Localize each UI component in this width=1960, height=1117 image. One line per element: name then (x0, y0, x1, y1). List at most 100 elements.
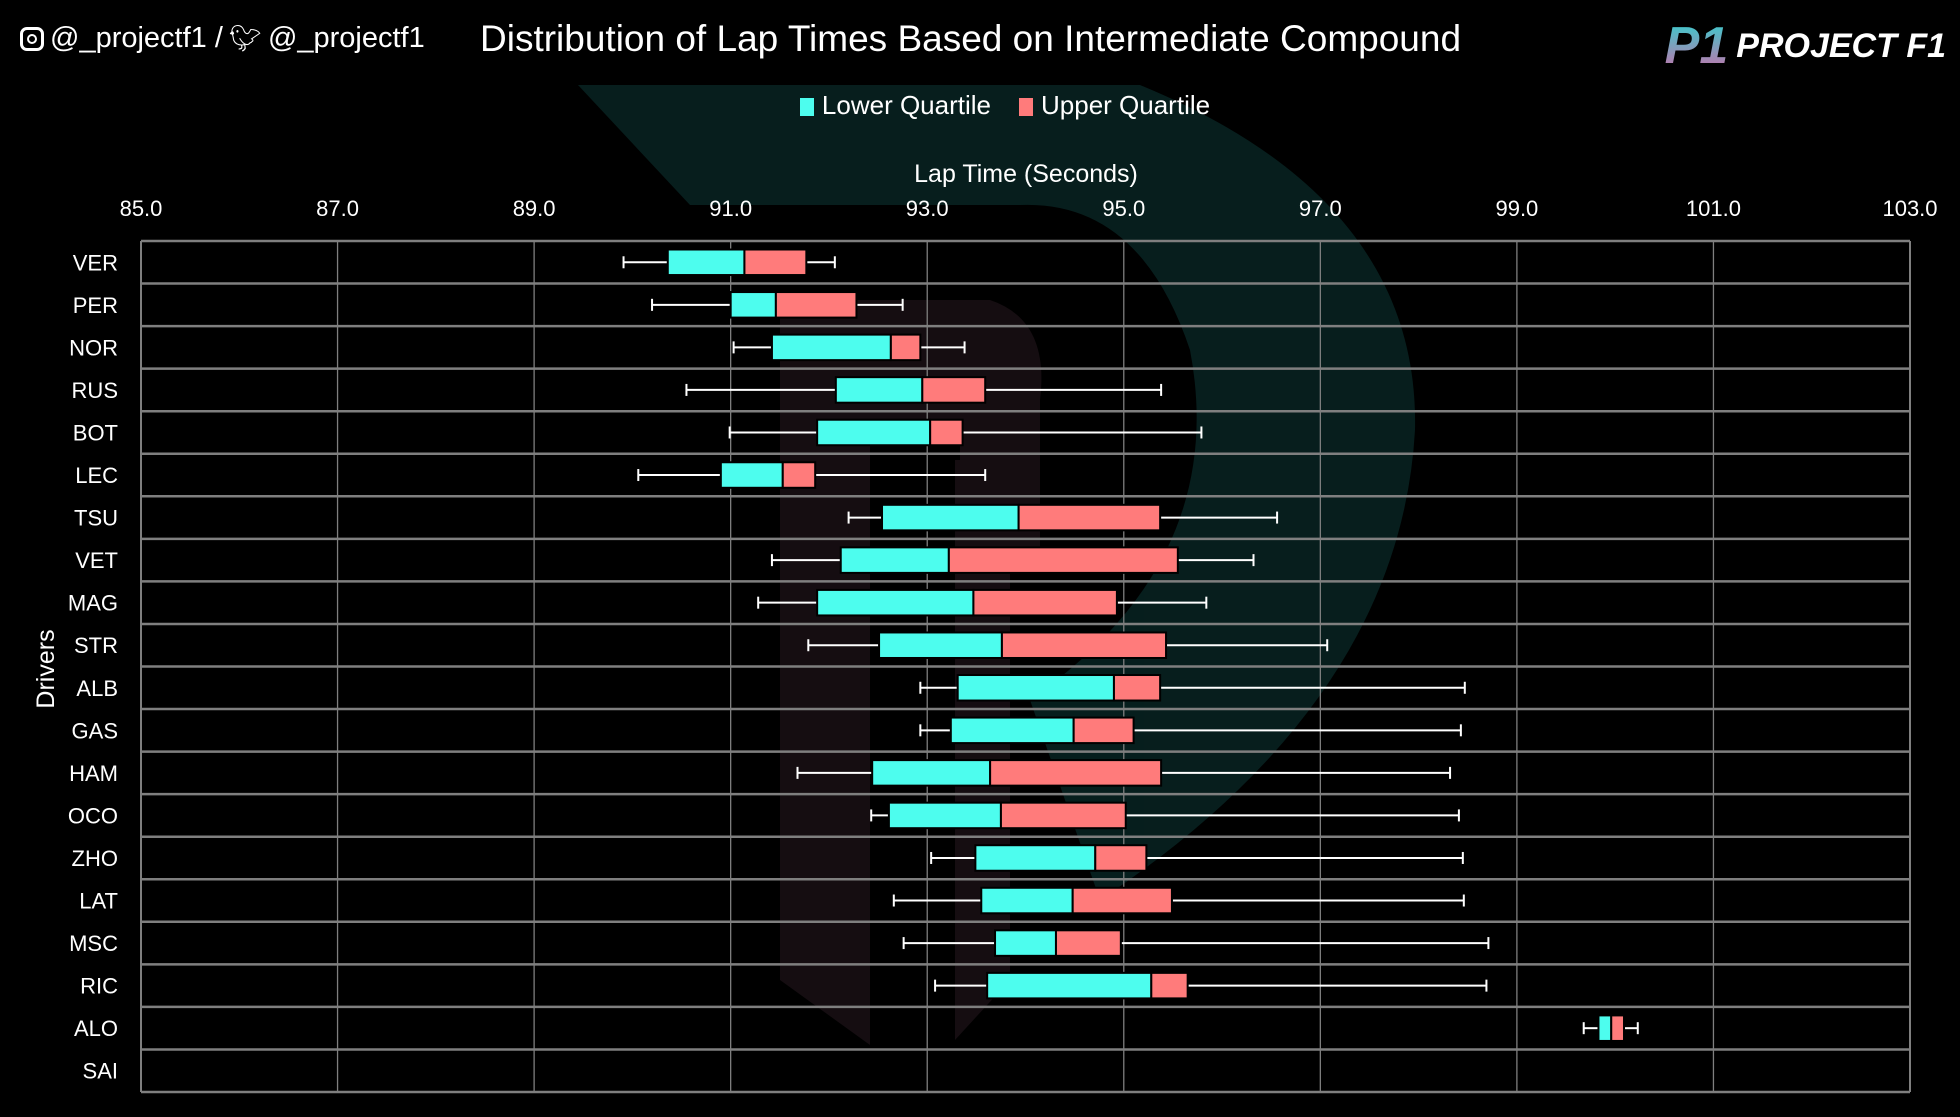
instagram-handle[interactable]: @_projectf1 / (50, 22, 223, 54)
x-tick-label: 97.0 (1299, 196, 1342, 221)
y-tick-label-bot: BOT (73, 420, 118, 445)
y-tick-label-str: STR (74, 633, 118, 658)
y-tick-label-mag: MAG (68, 591, 118, 616)
upper-quartile-box (1112, 674, 1162, 702)
upper-quartile-box (1150, 971, 1189, 1000)
box-str (807, 631, 1329, 659)
box-mag (757, 588, 1208, 617)
lower-quartile-box (666, 248, 746, 277)
upper-quartile-box (929, 418, 964, 447)
lower-quartile-box (986, 971, 1153, 1000)
box-zho (930, 844, 1464, 872)
box-bot (728, 418, 1203, 447)
upper-quartile-box (972, 588, 1118, 617)
box-oco (870, 801, 1460, 830)
box-per (651, 291, 904, 319)
y-tick-label-tsu: TSU (74, 506, 118, 531)
x-tick-label: 89.0 (513, 196, 556, 221)
y-tick-label-alo: ALO (74, 1016, 118, 1041)
box-ver (622, 248, 836, 277)
upper-quartile-box (1094, 844, 1148, 872)
x-axis-title: Lap Time (Seconds) (914, 160, 1138, 188)
twitter-icon: 🐦︎ (228, 23, 262, 53)
upper-quartile-box (1072, 716, 1135, 745)
y-tick-label-lat: LAT (79, 889, 118, 914)
legend-item-upper-quartile: Upper Quartile (1019, 90, 1210, 121)
y-tick-label-lec: LEC (75, 463, 118, 488)
box-ric (934, 971, 1488, 1000)
legend-swatch-upper (1019, 98, 1033, 116)
x-tick-label: 87.0 (316, 196, 359, 221)
lower-quartile-box (887, 801, 1002, 830)
lower-quartile-box (974, 844, 1097, 872)
lower-quartile-box (729, 291, 777, 319)
y-tick-label-per: PER (73, 293, 118, 318)
box-rus (685, 376, 1163, 404)
y-tick-label-ver: VER (73, 250, 118, 275)
x-tick-label: 91.0 (709, 196, 752, 221)
instagram-icon (20, 26, 44, 51)
project-f1-logo: P1 PROJECT F1 (1665, 16, 1946, 76)
upper-quartile-box (781, 461, 817, 489)
legend-label: Upper Quartile (1041, 90, 1211, 120)
x-tick-label: 85.0 (120, 196, 163, 221)
twitter-handle[interactable]: @_projectf1 (267, 22, 425, 54)
y-tick-label-oco: OCO (68, 803, 118, 828)
x-tick-label: 99.0 (1495, 196, 1538, 221)
box-gas (919, 716, 1462, 745)
upper-quartile-box (947, 546, 1179, 574)
y-tick-label-msc: MSC (69, 931, 118, 956)
social-handles: @_projectf1 / 🐦︎ @_projectf1 (20, 22, 425, 55)
legend-swatch-lower (799, 98, 814, 116)
lower-quartile-box (994, 929, 1057, 957)
lower-quartile-box (949, 716, 1075, 745)
lower-quartile-box (816, 588, 975, 617)
x-tick-label: 103.0 (1882, 196, 1937, 221)
upper-quartile-box (889, 333, 922, 362)
upper-quartile-box (921, 376, 987, 404)
box-lat (892, 886, 1465, 915)
lower-quartile-box (719, 461, 784, 489)
upper-quartile-box (743, 248, 808, 277)
legend-item-lower-quartile: Lower Quartile (799, 90, 991, 121)
chart-title: Distribution of Lap Times Based on Inter… (480, 18, 1462, 59)
lower-quartile-box (878, 631, 1003, 659)
lower-quartile-box (816, 418, 932, 447)
lower-quartile-box (980, 886, 1074, 915)
legend-label: Lower Quartile (821, 90, 991, 120)
logo-mark: P1 (1664, 17, 1729, 75)
y-tick-label-rus: RUS (72, 378, 118, 403)
legend: Lower Quartile Upper Quartile (0, 90, 1960, 121)
box-lec (637, 461, 987, 489)
lower-quartile-box (770, 333, 892, 362)
lower-quartile-box (839, 546, 950, 574)
upper-quartile-box (1000, 631, 1168, 659)
box-msc (902, 929, 1490, 957)
y-tick-label-alb: ALB (76, 676, 118, 701)
box-nor (732, 333, 966, 362)
upper-quartile-box (1054, 929, 1122, 957)
y-tick-label-nor: NOR (69, 335, 118, 360)
lower-quartile-box (881, 503, 1020, 532)
x-tick-label: 95.0 (1102, 196, 1145, 221)
y-tick-label-gas: GAS (72, 718, 118, 743)
box-tsu (847, 503, 1279, 532)
y-tick-label-sai: SAI (83, 1059, 118, 1084)
lower-quartile-box (1597, 1014, 1613, 1042)
box-ham (796, 759, 1452, 787)
box-alo (1582, 1014, 1639, 1042)
upper-quartile-box (1610, 1014, 1626, 1042)
x-tick-label: 93.0 (906, 196, 949, 221)
lower-quartile-box (834, 376, 924, 404)
box-alb (919, 674, 1466, 702)
x-tick-label: 101.0 (1686, 196, 1741, 221)
y-tick-label-ham: HAM (69, 761, 118, 786)
y-tick-label-ric: RIC (80, 974, 118, 999)
y-axis-title: Drivers (32, 629, 60, 708)
box-vet (770, 546, 1255, 574)
logo-text: PROJECT F1 (1736, 26, 1946, 65)
y-tick-label-vet: VET (75, 548, 118, 573)
upper-quartile-box (1017, 503, 1162, 532)
upper-quartile-box (999, 801, 1127, 830)
